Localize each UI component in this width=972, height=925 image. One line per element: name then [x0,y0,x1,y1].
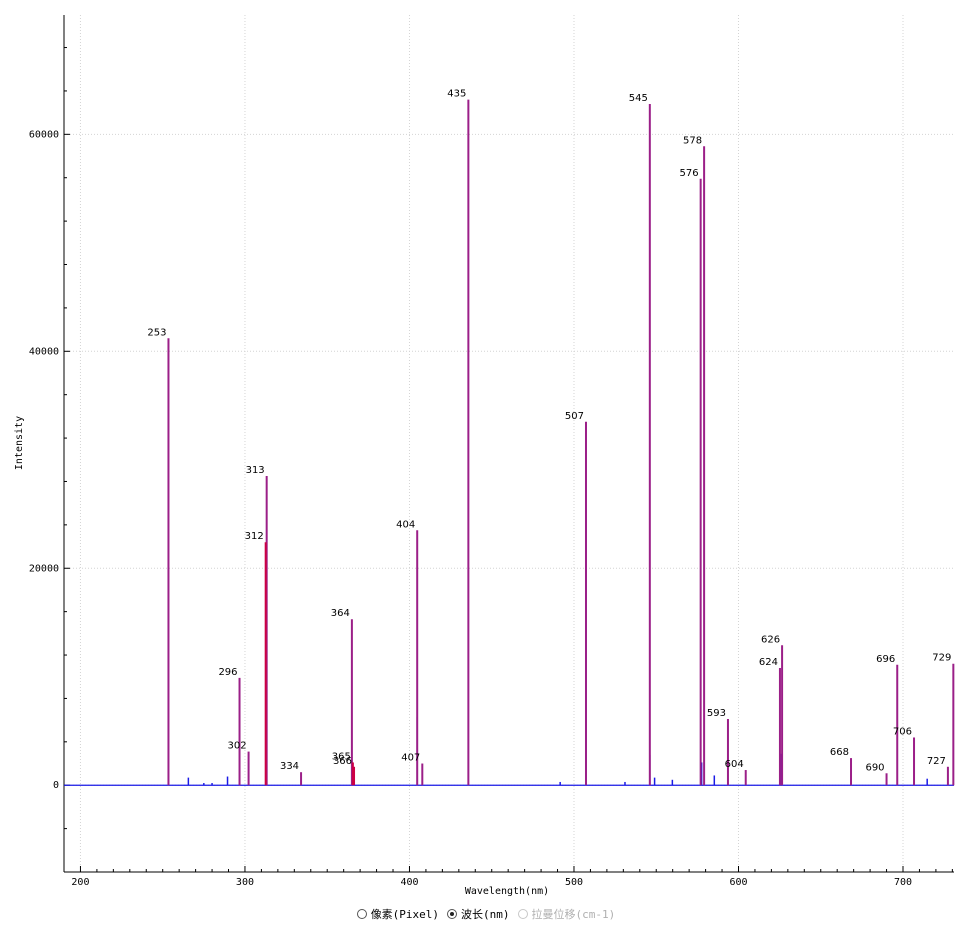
peak-label-366: 366 [333,756,352,767]
x-tick-label: 400 [400,877,418,888]
peak-label-706: 706 [893,726,912,737]
peak-label-296: 296 [218,667,237,678]
peak-label-312: 312 [245,531,264,542]
peaks-layer [167,99,955,786]
x-tick-label: 500 [565,877,583,888]
x-tick-label: 600 [729,877,747,888]
peak-label-334: 334 [280,761,299,772]
peak-label-302: 302 [227,741,246,752]
peak-label-576: 576 [680,168,699,179]
y-tick-label: 60000 [29,129,59,140]
radio-raman-circle [517,909,528,919]
peak-label-364: 364 [331,608,350,619]
peak-label-313: 313 [246,465,265,476]
peak-label-727: 727 [927,756,946,767]
x-tick-label: 200 [71,877,89,888]
y-tick-label: 0 [53,780,59,791]
peak-label-690: 690 [865,762,884,773]
x-tick-label: 700 [894,877,912,888]
peak-label-404: 404 [396,519,415,530]
radio-wavelength-label: 波长(nm) [461,908,510,921]
peak-label-604: 604 [725,759,744,770]
peak-label-435: 435 [447,89,466,100]
radio-wavelength-circle[interactable] [447,909,458,919]
radio-pixel[interactable]: 像素(Pixel) [356,906,440,922]
grid-layer [64,15,954,872]
axes-layer: 200 300 400 500 600 700 0 20000 40000 60000 [29,15,954,888]
peak-label-365: 365 [332,751,351,762]
x-tick-label: 300 [236,877,254,888]
peak-label-507: 507 [565,411,584,422]
radio-wavelength-dot [450,912,455,916]
y-tick-label: 40000 [29,346,59,357]
y-axis-title: Intensity [14,416,25,470]
peak-label-626: 626 [761,634,780,645]
peak-label-729: 729 [932,653,951,664]
peak-label-593: 593 [707,708,726,719]
peak-label-253: 253 [147,327,166,338]
peak-label-696: 696 [876,654,895,665]
unit-radio-group: 像素(Pixel) 波长(nm) 拉曼位移(cm-1) [0,903,972,925]
radio-raman-shift: 拉曼位移(cm-1) [517,906,616,922]
peak-label-668: 668 [830,747,849,758]
radio-wavelength[interactable]: 波长(nm) [447,906,510,922]
peak-label-578: 578 [683,135,702,146]
peak-label-545: 545 [629,93,648,104]
peak-label-407: 407 [401,753,420,764]
radio-raman-label: 拉曼位移(cm-1) [531,908,616,921]
radio-pixel-label: 像素(Pixel) [370,908,440,921]
peak-label-624: 624 [759,657,778,668]
radio-pixel-circle[interactable] [356,909,367,919]
x-axis-title: Wavelength(nm) [465,886,549,897]
y-tick-label: 20000 [29,563,59,574]
